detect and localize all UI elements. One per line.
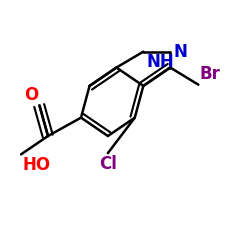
Text: Cl: Cl	[99, 155, 117, 173]
Text: N: N	[173, 43, 187, 61]
Text: O: O	[24, 86, 38, 104]
Text: NH: NH	[146, 53, 174, 71]
Text: HO: HO	[22, 156, 50, 174]
Text: Br: Br	[200, 66, 220, 84]
